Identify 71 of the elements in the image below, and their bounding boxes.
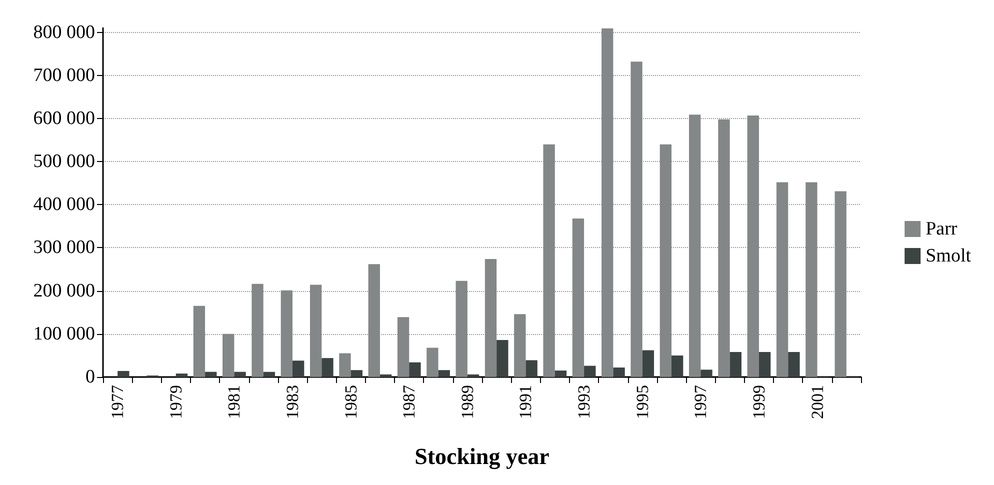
bar: [660, 144, 672, 377]
bar: [642, 350, 654, 377]
bar: [176, 374, 188, 377]
bar: [322, 358, 334, 377]
x-tick-label: 1991: [516, 385, 536, 419]
bar: [776, 182, 788, 377]
x-tick-label: 1997: [691, 384, 710, 419]
bar: [292, 360, 304, 377]
bar: [602, 28, 614, 377]
bar: [205, 372, 217, 377]
x-tick-label: 1995: [632, 385, 652, 419]
legend-label: Parr: [926, 218, 958, 240]
y-tick-label: 300 000: [33, 237, 95, 258]
bar: [456, 280, 468, 377]
bar: [758, 352, 771, 377]
y-tick-label: 400 000: [33, 194, 95, 216]
bar: [688, 114, 701, 377]
x-tick-label: 1977: [108, 384, 128, 419]
legend-label: Smolt: [926, 246, 972, 266]
bar: [543, 144, 555, 377]
bar: [484, 258, 497, 377]
x-axis-title: Stocking year: [414, 444, 550, 470]
bar: [193, 306, 206, 377]
bar: [496, 340, 508, 377]
x-tick-label: 1979: [166, 385, 186, 419]
x-tick-label: 1985: [341, 385, 360, 419]
x-tick-label: 1989: [458, 385, 477, 419]
bar: [467, 374, 480, 377]
bar: [806, 182, 818, 377]
bar: [350, 370, 362, 377]
x-tick-label: 1983: [283, 385, 302, 419]
y-tick-label: 500 000: [33, 151, 95, 172]
bar: [280, 290, 292, 377]
x-tick-label: 1993: [574, 385, 594, 419]
bar: [222, 334, 234, 377]
bar: [397, 317, 410, 377]
bar: [252, 284, 264, 377]
bar: [438, 370, 450, 377]
bar: [118, 370, 130, 377]
bar: [747, 115, 759, 377]
bar: [584, 366, 596, 377]
bar: [613, 368, 625, 377]
bar: [234, 372, 246, 377]
bar: [526, 360, 538, 377]
bar: [310, 284, 322, 377]
y-tick-label: 700 000: [33, 64, 95, 86]
x-tick-label: 2001: [808, 385, 827, 419]
bar: [788, 352, 800, 377]
bar: [426, 348, 438, 377]
x-tick-label: 1987: [400, 384, 419, 419]
x-tick-label: 1981: [224, 385, 244, 419]
bar: [718, 119, 730, 377]
bar: [672, 355, 684, 377]
bar: [339, 353, 351, 377]
bar: [263, 372, 276, 377]
bar: [572, 218, 584, 377]
x-tick-label: 1999: [749, 385, 768, 419]
bar: [409, 362, 421, 377]
y-tick-label: 600 000: [33, 108, 95, 129]
bar: [514, 314, 526, 377]
y-tick-label: 800 000: [33, 22, 95, 43]
y-tick-label: 200 000: [33, 280, 95, 302]
bar: [730, 352, 742, 377]
bar: [834, 191, 846, 377]
bar: [630, 62, 642, 377]
bar: [380, 374, 392, 377]
y-tick-label: 0: [86, 366, 95, 388]
bar: [554, 370, 567, 377]
bar: [368, 264, 380, 377]
bar: [700, 370, 712, 377]
y-tick-label: 100 000: [33, 323, 95, 344]
